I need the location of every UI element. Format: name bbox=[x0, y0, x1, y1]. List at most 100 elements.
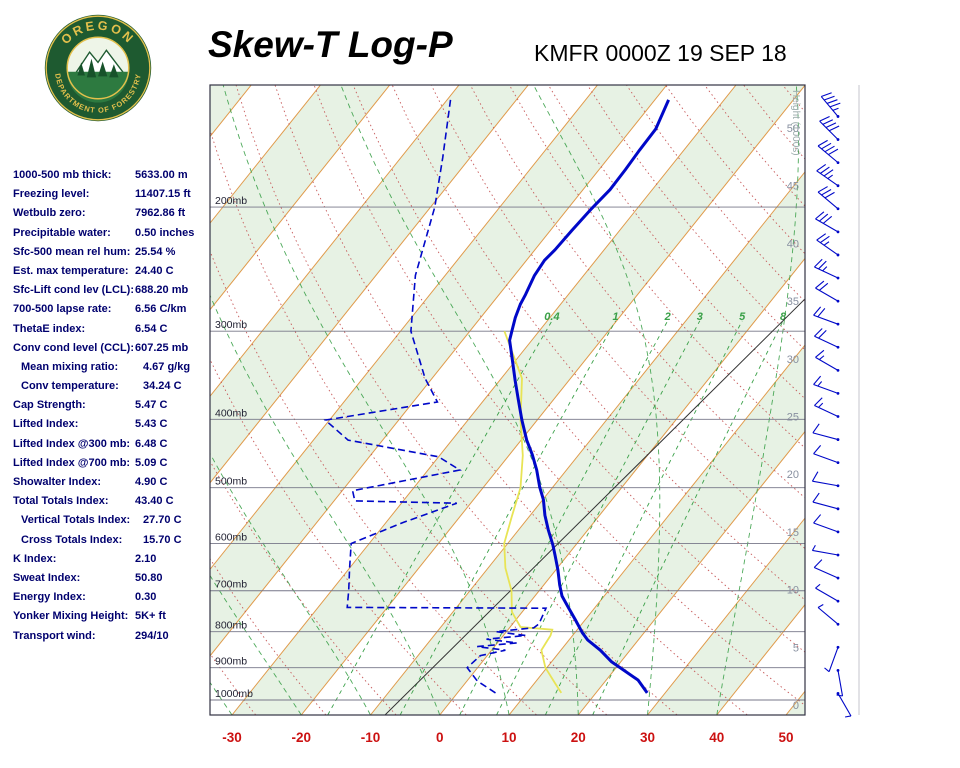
index-row: Lifted Index: 5.43 C bbox=[13, 415, 208, 434]
wind-barbs bbox=[811, 92, 852, 718]
index-value: 25.54 % bbox=[135, 245, 176, 258]
skewt-chart: 0.4 1 2 3 5 8 200mb 300mb 400mb 500mb 600mb 700mb 80… bbox=[195, 75, 875, 768]
index-label: Transport wind: bbox=[13, 629, 96, 642]
logo-gold-ring-inner bbox=[66, 36, 130, 100]
index-row: 1000-500 mb thick: 5633.00 m bbox=[13, 166, 208, 185]
svg-text:35: 35 bbox=[787, 296, 799, 308]
isotherm-lines bbox=[210, 85, 805, 715]
svg-text:15: 15 bbox=[787, 527, 799, 539]
index-row: Precipitable water: 0.50 inches bbox=[13, 224, 208, 243]
svg-text:1: 1 bbox=[613, 311, 619, 323]
index-row: Total Totals Index: 43.40 C bbox=[13, 492, 208, 511]
index-label: ThetaE index: bbox=[13, 322, 86, 335]
index-value: 5K+ ft bbox=[135, 610, 166, 623]
index-value: 5.47 C bbox=[135, 399, 168, 412]
index-row: Est. max temperature: 24.40 C bbox=[13, 262, 208, 281]
index-value: 27.70 C bbox=[143, 514, 182, 527]
index-value: 43.40 C bbox=[135, 495, 174, 508]
index-label: Conv cond level (CCL): bbox=[13, 341, 135, 354]
index-label: Showalter Index: bbox=[13, 476, 102, 488]
svg-text:1000mb: 1000mb bbox=[215, 688, 253, 700]
index-value: 5.09 C bbox=[135, 456, 168, 469]
svg-text:0: 0 bbox=[436, 730, 444, 745]
logo-gold-ring-outer bbox=[45, 15, 151, 121]
index-row: Conv temperature: 34.24 C bbox=[13, 377, 208, 396]
index-label: Sfc-Lift cond lev (LCL): bbox=[13, 284, 134, 297]
index-row: Cross Totals Index: 15.70 C bbox=[13, 531, 208, 550]
index-label: Lifted Index @300 mb: bbox=[13, 437, 131, 450]
svg-text:10: 10 bbox=[501, 730, 516, 745]
svg-text:45: 45 bbox=[787, 181, 799, 193]
trees-icon bbox=[77, 58, 119, 78]
svg-text:700mb: 700mb bbox=[215, 579, 247, 591]
index-label: K Index: bbox=[13, 552, 57, 565]
svg-text:3: 3 bbox=[697, 311, 703, 323]
index-label: Sfc-500 mean rel hum: bbox=[13, 245, 131, 258]
index-row: ThetaE index: 6.54 C bbox=[13, 320, 208, 339]
svg-text:400mb: 400mb bbox=[215, 407, 247, 419]
index-value: 4.90 C bbox=[135, 476, 168, 488]
index-label: Precipitable water: bbox=[13, 226, 111, 239]
index-label: Cap Strength: bbox=[13, 399, 86, 412]
index-label: Mean mixing ratio: bbox=[21, 360, 119, 373]
index-label: Energy Index: bbox=[13, 591, 86, 604]
index-row: Sfc-500 mean rel hum: 25.54 % bbox=[13, 243, 208, 262]
mixing-ratio-lines: 0.4 1 2 3 5 8 bbox=[327, 311, 787, 715]
index-label: Est. max temperature: bbox=[13, 264, 129, 277]
index-value: 607.25 mb bbox=[135, 341, 189, 354]
plot-border bbox=[209, 84, 806, 716]
svg-text:0.4: 0.4 bbox=[544, 311, 559, 323]
index-value: 6.48 C bbox=[135, 437, 168, 450]
svg-text:200mb: 200mb bbox=[215, 195, 247, 207]
svg-text:-30: -30 bbox=[222, 730, 242, 745]
index-value: 11407.15 ft bbox=[135, 188, 191, 201]
svg-text:900mb: 900mb bbox=[215, 656, 247, 668]
svg-text:5: 5 bbox=[739, 311, 746, 323]
temp-axis: -30 -20 -10 0 10 20 30 40 50 bbox=[222, 730, 793, 745]
index-value: 0.50 inches bbox=[135, 226, 195, 239]
svg-text:800mb: 800mb bbox=[215, 620, 247, 632]
odf-logo: OREGON DEPARTMENT OF FORESTRY bbox=[42, 12, 154, 129]
index-value: 6.56 C/km bbox=[135, 303, 187, 316]
svg-text:300mb: 300mb bbox=[215, 319, 247, 331]
index-row: Showalter Index: 4.90 C bbox=[13, 473, 208, 492]
svg-text:10: 10 bbox=[787, 585, 799, 597]
temperature-trace bbox=[508, 99, 670, 694]
reference-line bbox=[384, 298, 805, 715]
index-value: 0.30 bbox=[135, 591, 157, 604]
svg-text:40: 40 bbox=[787, 238, 799, 250]
index-row: Yonker Mixing Height: 5K+ ft bbox=[13, 607, 208, 626]
pressure-lines: 200mb 300mb 400mb 500mb 600mb 700mb 800mb 900mb… bbox=[210, 195, 805, 701]
isotherm-bands bbox=[210, 85, 805, 715]
index-label: Lifted Index: bbox=[13, 418, 79, 431]
index-value: 15.70 C bbox=[143, 533, 182, 546]
index-row: 700-500 lapse rate: 6.56 C/km bbox=[13, 300, 208, 319]
svg-text:20: 20 bbox=[571, 730, 586, 745]
skewt-svg: 0.4 1 2 3 5 8200mb300mb400mb500mb600mb700mb80… bbox=[209, 84, 860, 745]
svg-text:30: 30 bbox=[787, 354, 799, 366]
index-label: Cross Totals Index: bbox=[21, 533, 123, 546]
index-row: Lifted Index @300 mb: 6.48 C bbox=[13, 435, 208, 454]
svg-text:-20: -20 bbox=[292, 730, 312, 745]
index-label: Sweat Index: bbox=[13, 571, 81, 584]
index-row: Mean mixing ratio: 4.67 g/kg bbox=[13, 358, 208, 377]
index-row: Sweat Index: 50.80 bbox=[13, 569, 208, 588]
svg-text:0: 0 bbox=[793, 700, 799, 712]
index-value: 4.67 g/kg bbox=[143, 360, 191, 373]
index-value: 294/10 bbox=[135, 629, 169, 642]
index-label: Yonker Mixing Height: bbox=[13, 610, 129, 623]
index-label: Conv temperature: bbox=[21, 380, 119, 393]
index-label: 700-500 lapse rate: bbox=[13, 303, 112, 316]
index-row: Transport wind: 294/10 bbox=[13, 627, 208, 646]
index-value: 50.80 bbox=[135, 571, 163, 584]
indices-panel: 1000-500 mb thick: 5633.00 m Freezing leve… bbox=[13, 166, 208, 646]
index-label: Total Totals Index: bbox=[13, 495, 109, 508]
index-label: 1000-500 mb thick: bbox=[13, 169, 112, 181]
moist-adiabats bbox=[210, 85, 799, 715]
dewpoint-trace bbox=[323, 99, 548, 694]
svg-text:Height (1000s): Height (1000s) bbox=[790, 90, 801, 156]
svg-text:25: 25 bbox=[787, 412, 799, 424]
index-row: Conv cond level (CCL): 607.25 mb bbox=[13, 339, 208, 358]
